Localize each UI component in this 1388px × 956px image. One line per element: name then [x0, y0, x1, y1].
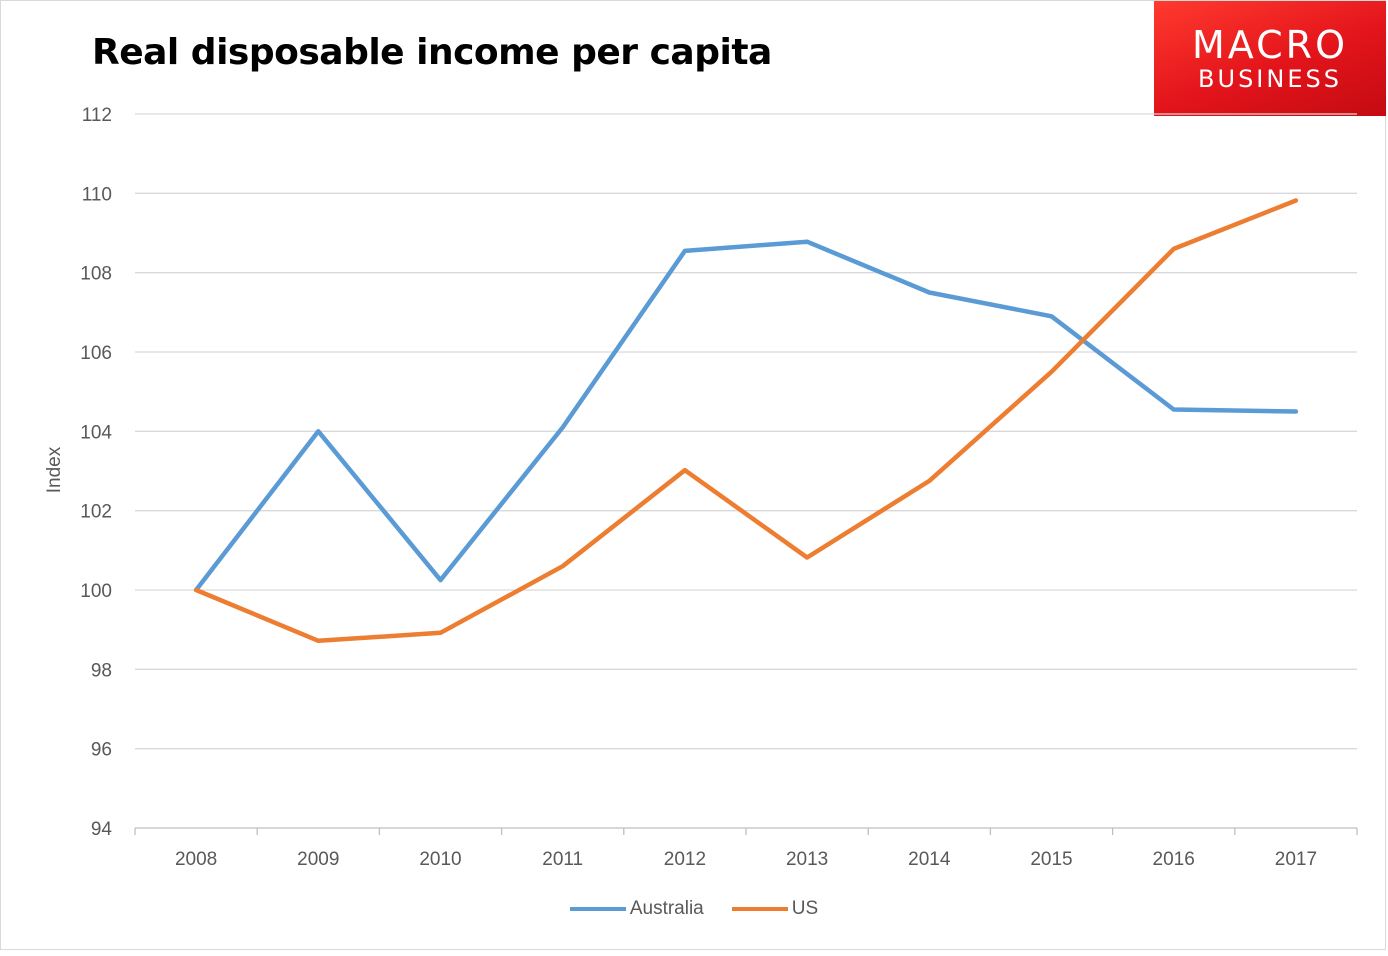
x-axis	[134, 827, 1358, 835]
x-tick-label: 2011	[542, 849, 583, 870]
x-tick-label: 2013	[786, 849, 828, 870]
series-lines	[193, 198, 1299, 644]
legend-swatch	[569, 907, 626, 911]
y-tick-label: 112	[82, 105, 112, 126]
macrobusiness-logo: MACRO BUSINESS	[1154, 1, 1386, 116]
y-tick-label: 94	[91, 819, 113, 840]
gridlines	[135, 113, 1357, 750]
chart-title: Real disposable income per capita	[92, 32, 772, 73]
logo-line-1: MACRO	[1192, 22, 1348, 67]
x-tick-label: 2009	[297, 849, 339, 870]
legend-label: Australia	[629, 898, 704, 919]
legend: Australia US	[0, 898, 1388, 920]
x-tick-label: 2017	[1275, 849, 1317, 870]
legend-label: US	[791, 898, 819, 919]
x-tick-label: 2016	[1153, 849, 1195, 870]
x-tick-label: 2014	[908, 849, 951, 870]
y-axis-label: Index	[44, 446, 65, 493]
y-tick-label: 96	[91, 740, 112, 761]
y-tick-label: 100	[80, 581, 112, 602]
series-line-us	[193, 198, 1299, 644]
y-tick-label: 104	[80, 422, 112, 443]
y-tick-label: 108	[80, 264, 112, 285]
y-tick-label: 98	[91, 660, 112, 681]
series-line-australia	[193, 239, 1299, 593]
y-tick-label: 102	[80, 502, 112, 523]
x-tick-label: 2008	[175, 849, 217, 870]
logo-line-2: BUSINESS	[1198, 64, 1342, 93]
x-tick-label: 2010	[419, 849, 461, 870]
x-tick-label: 2012	[664, 849, 706, 870]
y-tick-label: 110	[82, 184, 112, 205]
x-tick-label: 2015	[1030, 849, 1072, 870]
y-axis-tick-labels: 94 96 98 100 102 104 106 108 110 112	[80, 105, 112, 840]
legend-item-us: US	[731, 898, 819, 920]
legend-swatch	[731, 907, 788, 911]
x-axis-tick-labels: 2008 2009 2010 2011 2012 2013 2014 2015 2016 2017	[175, 849, 1317, 870]
y-tick-label: 106	[80, 343, 112, 364]
legend-item-australia: Australia	[569, 898, 704, 920]
